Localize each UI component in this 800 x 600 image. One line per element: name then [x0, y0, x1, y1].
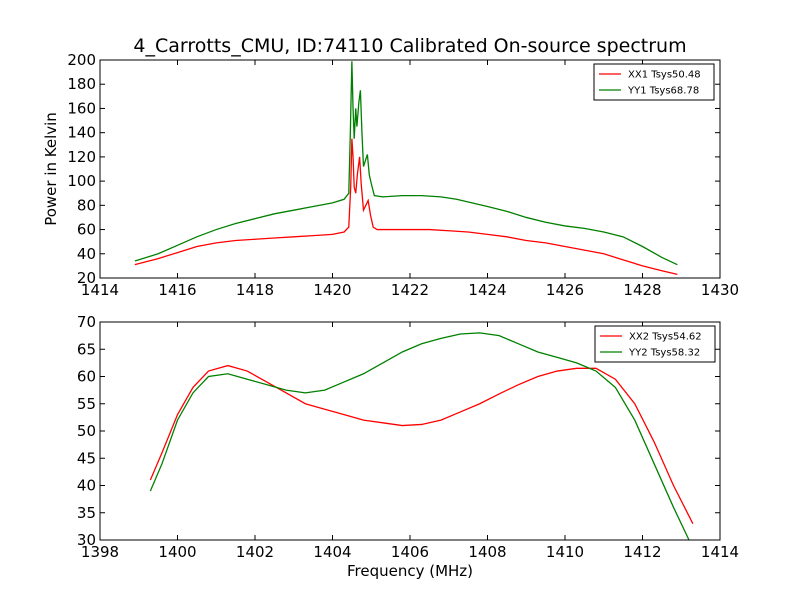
- x-tick-label: 1400: [158, 543, 196, 561]
- legend-label: XX1 Tsys50.48: [628, 70, 701, 81]
- x-tick-label: 1428: [623, 281, 661, 299]
- y-tick-label: 65: [77, 340, 96, 358]
- x-tick-label: 1414: [81, 281, 119, 299]
- y-tick-label: 200: [67, 51, 96, 69]
- y-tick-label: 35: [77, 504, 96, 522]
- legend-label: YY2 Tsys58.32: [628, 348, 700, 359]
- x-tick-label: 1416: [158, 281, 196, 299]
- y-tick-label: 20: [77, 269, 96, 287]
- x-tick-label: 1402: [236, 543, 274, 561]
- legend-label: YY1 Tsys68.78: [627, 86, 699, 97]
- x-tick-label: 1426: [546, 281, 584, 299]
- chart-title: 4_Carrotts_CMU, ID:74110 Calibrated On-s…: [133, 35, 686, 57]
- y-tick-label: 45: [77, 449, 96, 467]
- y-tick-label: 140: [67, 124, 96, 142]
- x-tick-label: 1430: [701, 281, 739, 299]
- y-axis-label: Power in Kelvin: [42, 112, 60, 226]
- top-chart: 4_Carrotts_CMU, ID:74110 Calibrated On-s…: [42, 35, 739, 299]
- legend-label: XX2 Tsys54.62: [629, 332, 702, 343]
- y-tick-label: 80: [77, 196, 96, 214]
- y-tick-label: 40: [77, 245, 96, 263]
- x-tick-label: 1398: [81, 543, 119, 561]
- y-tick-label: 55: [77, 395, 96, 413]
- series-line-xx2: [149, 364, 694, 524]
- series-line-xx1: [134, 138, 678, 276]
- series-line-yy1: [134, 61, 678, 266]
- x-tick-label: 1406: [391, 543, 429, 561]
- x-tick-label: 1414: [701, 543, 739, 561]
- legend-box: [594, 325, 716, 363]
- y-tick-label: 180: [67, 75, 96, 93]
- legend-box: [593, 63, 715, 101]
- x-tick-label: 1412: [623, 543, 661, 561]
- y-tick-label: 60: [77, 221, 96, 239]
- x-axis-label: Frequency (MHz): [347, 562, 473, 580]
- x-tick-label: 1424: [468, 281, 506, 299]
- x-tick-label: 1408: [468, 543, 506, 561]
- bottom-chart: 1398 1400 1402 1404 1406 1408 1410 1412 1414 30 35…: [77, 313, 739, 580]
- x-tick-label: 1420: [313, 281, 351, 299]
- x-tick-label: 1418: [236, 281, 274, 299]
- y-tick-label: 60: [77, 368, 96, 386]
- y-tick-label: 160: [67, 99, 96, 117]
- y-tick-label: 120: [67, 148, 96, 166]
- y-tick-label: 70: [77, 313, 96, 331]
- y-tick-label: 40: [77, 477, 96, 495]
- y-tick-label: 30: [77, 531, 96, 549]
- legend: XX2 Tsys54.62 YY2 Tsys58.32: [594, 325, 716, 363]
- series-line-yy2: [149, 332, 690, 540]
- x-tick-label: 1410: [546, 543, 584, 561]
- legend: XX1 Tsys50.48 YY1 Tsys68.78: [593, 63, 715, 101]
- x-tick-label: 1422: [391, 281, 429, 299]
- x-tick-label: 1404: [313, 543, 351, 561]
- y-tick-label: 50: [77, 422, 96, 440]
- y-tick-label: 100: [67, 172, 96, 190]
